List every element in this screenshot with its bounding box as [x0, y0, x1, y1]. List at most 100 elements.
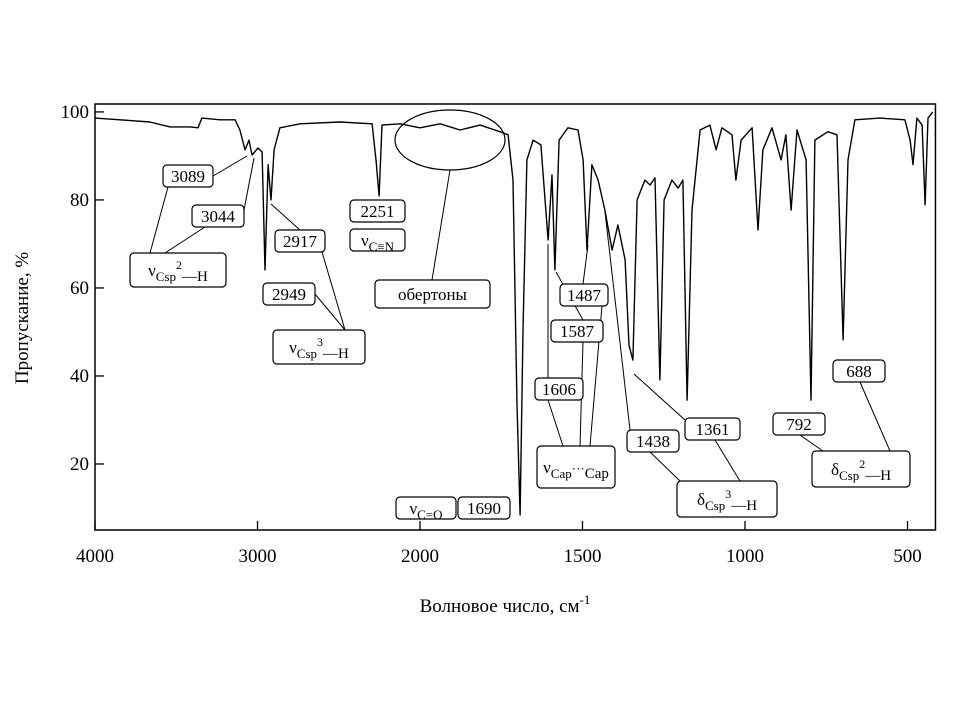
overtone-ellipse: [394, 109, 506, 171]
annotation-box: [191, 204, 245, 228]
annotation-box: [349, 228, 406, 252]
annotation-symbol: δ: [831, 460, 839, 479]
annotation-symbol: ν: [148, 261, 156, 280]
annotation: 3044: [201, 207, 236, 226]
x-axis-label: Волновое число, см-1: [420, 592, 591, 617]
leader-line: [633, 373, 686, 421]
leader-line: [314, 293, 346, 331]
annotation-sub: Cар: [551, 466, 572, 481]
y-axis-label: Пропускание, %: [12, 252, 33, 384]
annotation-box: [274, 229, 326, 253]
annotation-box: [684, 417, 741, 441]
annotation: νC=O: [409, 499, 442, 522]
x-tick-label: 500: [893, 546, 922, 567]
leader-line: [164, 226, 206, 254]
annotation-box: [550, 319, 604, 343]
annotation: 1361: [696, 420, 730, 439]
annotation-sub: C=O: [417, 507, 442, 522]
annotation-box: [534, 377, 584, 401]
annotation-box: [262, 282, 316, 306]
annotation-tail: —H: [864, 468, 891, 484]
annotation: 1487: [567, 286, 602, 305]
annotation: 2251: [361, 202, 395, 221]
y-tick-label: 40: [70, 366, 89, 387]
annotation: 792: [786, 415, 812, 434]
annotation-box: [536, 445, 616, 489]
annotation-symbol: δ: [697, 490, 705, 509]
x-tick-label: 2000: [401, 546, 439, 567]
spectrum-line: [94, 111, 934, 516]
annotation-box: [349, 199, 406, 223]
annotation-mid: ···: [572, 461, 585, 476]
x-tick-label: 1000: [726, 546, 764, 567]
x-label-sup: -1: [580, 592, 591, 607]
leader-line: [212, 155, 248, 177]
annotation-box: [559, 283, 609, 307]
annotation-sub: Csp: [156, 269, 176, 284]
y-tick-label: 100: [61, 102, 90, 123]
annotation-sub: Csp: [705, 498, 725, 513]
annotation-symbol: ν: [409, 499, 417, 518]
annotation-sub: Csp: [839, 468, 859, 483]
leader-line: [270, 203, 301, 231]
annotation-box: [772, 412, 826, 436]
leader-line: [859, 381, 891, 452]
leader-line: [431, 169, 451, 281]
x-tick-label: 1500: [564, 546, 602, 567]
leader-line: [604, 211, 631, 431]
annotation: 1690: [467, 499, 501, 518]
annotation-box: [811, 450, 911, 488]
leader-line: [243, 157, 255, 211]
plot-frame: [94, 103, 937, 531]
annotation-sub: C≡N: [369, 239, 395, 254]
annotation: νCsp2—H: [148, 258, 208, 285]
y-tick-label: 20: [70, 454, 89, 475]
annotation-symbol: ν: [289, 338, 297, 357]
annotation-box: [676, 480, 778, 518]
annotation-sup: 3: [317, 335, 323, 349]
annotation: 1606: [542, 380, 576, 399]
x-label-text: Волновое число, см: [420, 596, 580, 617]
annotation-tail: —H: [730, 498, 757, 514]
annotation-box: [626, 429, 680, 453]
annotation: 688: [846, 362, 872, 381]
annotation: 2949: [272, 285, 306, 304]
annotation: δCsp3—H: [697, 487, 757, 514]
y-tick-label: 80: [70, 190, 89, 211]
annotation-sub: Csp: [297, 346, 317, 361]
annotation: 1587: [560, 322, 595, 341]
leader-line: [649, 451, 681, 482]
annotation-box: [832, 359, 886, 383]
annotation-tail: Cар: [585, 466, 609, 482]
leader-line: [714, 439, 741, 482]
annotation-box: [457, 496, 511, 520]
leader-line: [149, 186, 169, 254]
annotation-box: [374, 279, 491, 309]
leader-line: [321, 251, 346, 331]
y-tick-label: 60: [70, 278, 89, 299]
annotation-sup: 2: [859, 457, 865, 471]
annotation: δCsp2—H: [831, 457, 891, 484]
annotation: 3089: [171, 167, 205, 186]
annotation-box: [395, 496, 457, 520]
annotation: 1438: [636, 432, 670, 451]
annotation-box: [162, 164, 214, 188]
annotation: νCsp3—H: [289, 335, 349, 362]
annotation: νC≡N: [361, 231, 395, 254]
annotation-tail: —H: [181, 269, 208, 285]
annotation: νCар···Cар: [543, 458, 609, 482]
annotation-box: [129, 252, 227, 288]
annotation: обертоны: [398, 285, 468, 304]
x-tick-label: 3000: [239, 546, 277, 567]
annotation: 2917: [283, 232, 318, 251]
annotation-symbol: ν: [361, 231, 369, 250]
annotation-symbol: ν: [543, 458, 551, 477]
annotation-sup: 2: [176, 258, 182, 272]
annotation-tail: —H: [322, 346, 349, 362]
x-tick-label: 4000: [76, 546, 114, 567]
leader-line: [582, 244, 589, 285]
annotation-box: [272, 329, 366, 365]
leader-line: [547, 399, 564, 447]
